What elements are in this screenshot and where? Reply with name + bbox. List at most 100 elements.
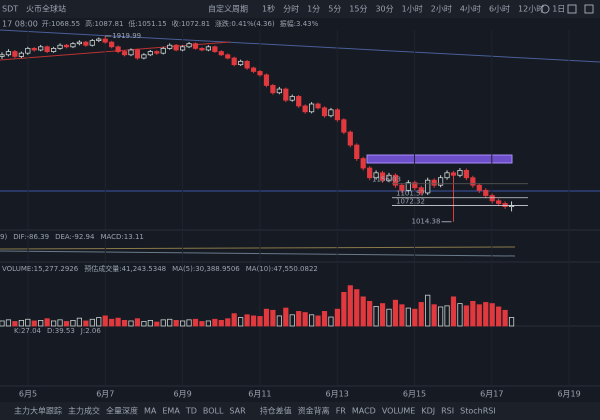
period-button[interactable]: 6小时 [489,4,510,14]
volume-bar [496,306,502,327]
volume-bar [302,312,308,327]
indicator-button[interactable]: EMA [162,407,180,416]
volume-bar [315,315,321,327]
date-label: 6月11 [248,390,271,399]
indicator-button[interactable]: MA [144,407,157,416]
volume-bar [102,315,108,327]
ohlc-item: 涨跌:0.41%(4.36) [215,19,275,28]
candle-body [379,172,386,181]
macd-line [0,246,516,250]
candle-body [250,67,257,72]
candle-body [496,200,502,204]
icon[interactable] [540,4,550,14]
indicator-button[interactable]: 主力大单跟踪 [14,406,62,416]
indicator-label: MA(10):47,550.0822 [246,265,318,273]
candle-body [57,44,63,49]
period-button[interactable]: 1日 [552,5,565,14]
candle-body [192,43,199,49]
candle-body [457,170,463,176]
volume-bar [405,307,411,327]
candle-body [238,60,244,66]
indicator-label: K:27.04 [14,327,42,335]
volume-bar [321,311,328,327]
indicator-button[interactable]: KDJ [421,407,435,416]
indicator-button[interactable]: FR [336,407,347,416]
date-label: 6月17 [480,390,503,399]
volume-bar [508,317,515,327]
volume-bar [489,303,495,327]
price-level-label: 1101.57 [396,190,425,198]
volume-bar [38,319,44,327]
volume-bar [134,318,141,327]
period-button[interactable]: 分时 [283,4,299,14]
period-button[interactable]: 1小时 [402,4,423,14]
volume-bar [502,309,508,327]
volume-bar [51,320,57,327]
custom-period[interactable]: 自定义周期 [208,4,248,14]
icon[interactable] [584,4,594,14]
candle-body [367,167,373,179]
volume-bar [283,307,289,327]
candle-body [18,52,24,57]
volume-bar [341,291,347,327]
indicator-button[interactable]: StochRSI [460,407,496,416]
volume-bar [121,319,128,327]
period-button[interactable]: 1分 [307,5,320,14]
volume-bar [373,305,379,327]
volume-bar [96,317,102,327]
volume-bar [128,320,134,327]
icon[interactable] [567,4,577,14]
indicator-button[interactable]: BOLL [203,407,224,416]
indicator-button[interactable]: TD [185,407,197,416]
date-label: 6月13 [326,390,349,399]
candle-body [276,88,282,94]
volume-bar [31,320,37,327]
period-button[interactable]: 2小时 [431,4,452,14]
period-button[interactable]: 4小时 [460,4,481,14]
volume-bar [334,308,341,327]
candle-body [25,47,31,54]
bottom-bar [0,402,600,420]
candle-body [160,47,166,54]
volume-bar [308,314,315,327]
range-box [366,154,513,164]
candle-body [437,177,444,186]
indicator-button[interactable]: VOLUME [382,407,416,416]
candle-body [44,46,50,52]
volume-bar [418,302,424,327]
candle-body [328,109,334,117]
indicator-button[interactable]: SAR [229,407,246,416]
period-button[interactable]: 30分 [375,5,393,14]
period-button[interactable]: 1秒 [262,4,275,14]
period-button[interactable]: 12小时 [518,4,544,14]
candle-body [102,38,108,43]
indicator-label: D:39.53 [47,327,75,335]
volume-bar [238,317,244,327]
period-button[interactable]: 5分 [328,5,341,14]
volume-bar [244,314,250,327]
trend-line [0,29,600,63]
volume-bar [437,306,444,327]
candle-body [476,184,482,191]
candle-body [134,49,141,59]
indicator-button[interactable]: MACD [352,407,376,416]
candle-body [257,71,263,76]
indicator-button[interactable]: 全量深度 [106,406,138,416]
candle-body [31,47,37,51]
volume-bar [386,308,392,327]
candle-body [463,170,470,179]
indicator-button[interactable]: RSI [441,407,454,416]
indicator-button[interactable]: 主力成交 [68,406,100,416]
candle-body [76,41,82,45]
volume-bar [147,319,153,327]
candle-body [121,51,128,56]
candle-body [270,85,276,94]
candle-body [0,54,5,57]
indicator-button[interactable]: 持仓差值 [260,406,292,416]
candle-body [128,49,134,56]
period-button[interactable]: 15分 [349,5,367,14]
price-level-label: 1072.32 [396,198,425,206]
volume-bar [392,299,399,327]
indicator-button[interactable]: 资金背离 [298,406,330,416]
exchange: 火币全球站 [26,4,66,14]
